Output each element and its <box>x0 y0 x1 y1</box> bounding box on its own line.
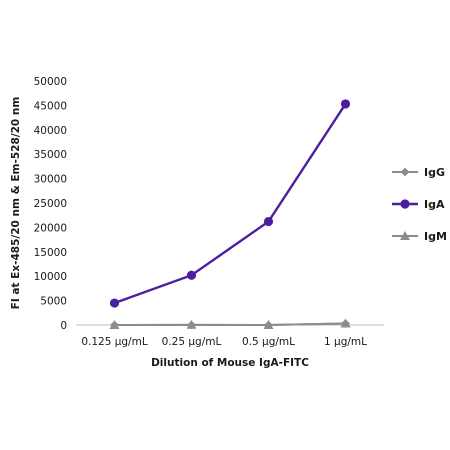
y-tick-label: 30000 <box>34 174 67 186</box>
series-layer <box>109 99 351 330</box>
legend-marker-iga <box>400 199 410 209</box>
x-tick-label: 0.5 µg/mL <box>242 336 295 348</box>
x-axis-title: Dilution of Mouse IgA-FITC <box>151 357 309 369</box>
x-tick-label: 1 µg/mL <box>324 336 367 348</box>
data-point-igm <box>340 318 351 328</box>
data-point-igm <box>109 320 120 329</box>
y-tick-label: 10000 <box>34 271 67 283</box>
y-tick-label: 5000 <box>40 296 67 308</box>
data-point-igm <box>263 320 274 329</box>
legend: IgG IgA IgM <box>392 166 447 243</box>
y-tick-label: 15000 <box>34 247 67 259</box>
y-tick-label: 50000 <box>34 76 67 88</box>
y-axis-title: FI at Ex-485/20 nm & Em-528/20 nm <box>10 97 22 310</box>
y-axis-ticks: 0 5000 10000 15000 20000 25000 30000 35000 40000… <box>34 76 67 332</box>
data-point-iga <box>340 99 351 109</box>
legend-marker-igm <box>400 231 410 240</box>
series-line-iga <box>114 103 347 305</box>
series-iga <box>109 99 351 308</box>
x-tick-label: 0.125 µg/mL <box>81 336 148 348</box>
y-tick-label: 40000 <box>34 125 67 137</box>
y-tick-label: 20000 <box>34 222 67 234</box>
legend-item-iga: IgA <box>392 198 445 211</box>
y-tick-label: 45000 <box>34 100 67 112</box>
data-point-igm <box>186 319 197 329</box>
series-line-igm <box>114 322 346 327</box>
y-tick-label: 25000 <box>34 198 67 210</box>
x-tick-label: 0.25 µg/mL <box>162 336 222 348</box>
y-tick-label: 35000 <box>34 149 67 161</box>
data-point-iga <box>109 298 120 308</box>
legend-label-igm: IgM <box>424 230 447 243</box>
legend-marker-igg <box>400 167 410 177</box>
data-point-iga <box>186 270 197 280</box>
legend-item-igg: IgG <box>392 166 445 179</box>
legend-label-iga: IgA <box>424 198 445 211</box>
data-point-iga <box>263 216 274 227</box>
legend-label-igg: IgG <box>424 166 445 179</box>
x-axis-ticks: 0.125 µg/mL 0.25 µg/mL 0.5 µg/mL 1 µg/mL <box>81 336 367 348</box>
y-tick-label: 0 <box>60 320 67 332</box>
series-igm <box>109 318 351 329</box>
legend-item-igm: IgM <box>392 230 447 243</box>
